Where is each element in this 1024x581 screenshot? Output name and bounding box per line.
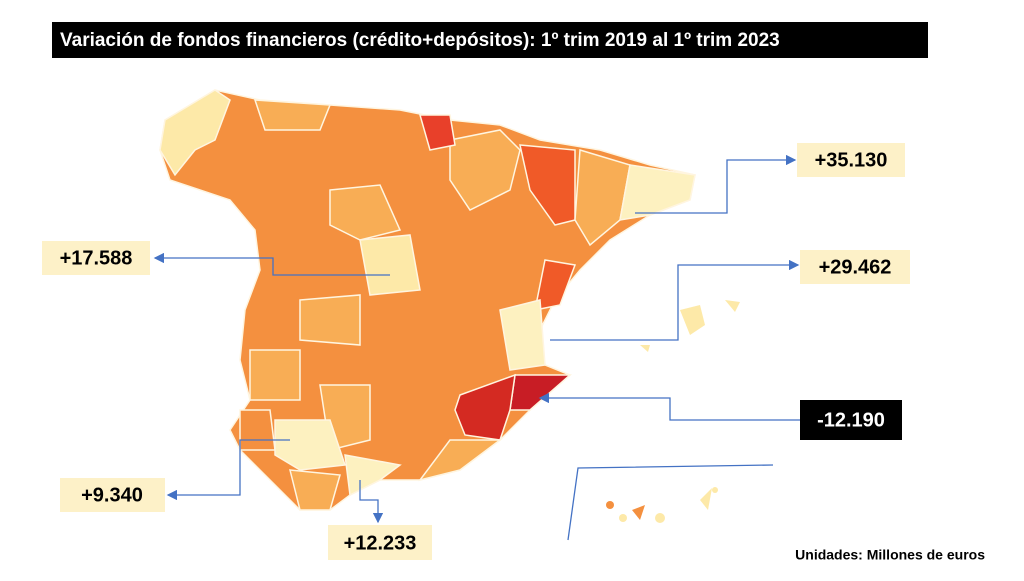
title: Variación de fondos financieros (crédito… — [60, 30, 780, 51]
callout-box — [42, 241, 150, 275]
arrows — [153, 154, 800, 524]
callout-box — [797, 143, 905, 177]
callout-box — [328, 525, 432, 560]
callouts: +35.130 +29.462 +17.588 -12.190 +9.340 +… — [42, 143, 910, 560]
callout-label: +12.233 — [344, 532, 417, 554]
map — [159, 89, 774, 541]
callout-label: +17.588 — [60, 247, 133, 269]
callout-label: +35.130 — [815, 149, 888, 171]
callout-label: -12.190 — [817, 409, 885, 431]
callout-label: +29.462 — [819, 256, 892, 278]
callout-box — [800, 400, 902, 440]
callout-box — [800, 250, 910, 284]
callout-box — [60, 478, 165, 512]
callout-label: +9.340 — [81, 484, 143, 506]
title-bar — [52, 22, 928, 58]
units-note: Unidades: Millones de euros — [795, 547, 985, 563]
